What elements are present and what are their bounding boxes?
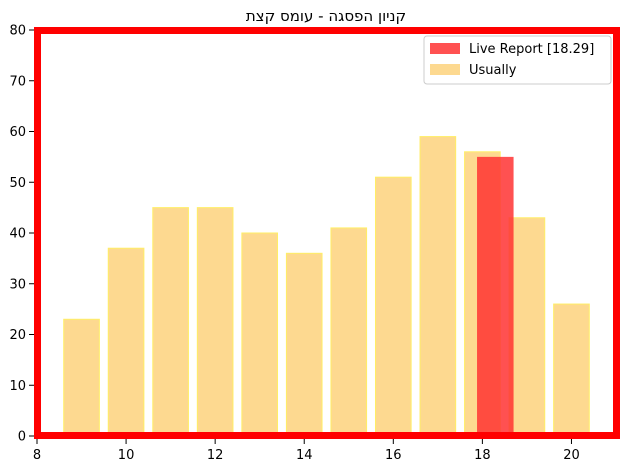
plot-frame — [34, 27, 620, 439]
chart-title: קניון הפסגה - עומס קצת — [246, 7, 406, 25]
x-tick-label-14: 14 — [296, 448, 313, 463]
x-tick-label-12: 12 — [207, 448, 224, 463]
legend-box — [423, 35, 612, 85]
y-tick-label-10: 10 — [9, 379, 26, 394]
x-tick-label-8: 8 — [33, 448, 41, 463]
bar-usually-16 — [374, 176, 412, 437]
bar-live-report — [477, 156, 514, 436]
axes: 8 10 12 14 16 18 20 0 10 20 30 40 50 60 70 80 — [9, 24, 579, 464]
bars — [63, 136, 590, 437]
legend-swatch-live-report — [430, 43, 460, 54]
bar-usually-17 — [419, 136, 457, 437]
x-tick-label-10: 10 — [118, 448, 135, 463]
y-tick-label-20: 20 — [9, 328, 26, 343]
y-tick-label-70: 70 — [9, 74, 26, 89]
y-tick-label-80: 80 — [9, 24, 26, 39]
x-tick-label-16: 16 — [385, 448, 402, 463]
bar-usually-12 — [196, 207, 234, 437]
bar-usually-20 — [553, 303, 590, 437]
legend: Live Report [18.29] Usually — [423, 35, 612, 85]
legend-label-usually: Usually — [469, 63, 517, 78]
bar-usually-19 — [508, 217, 546, 437]
y-tick-label-60: 60 — [9, 125, 26, 140]
bar-usually-14 — [285, 252, 323, 437]
legend-swatch-usually — [430, 64, 460, 75]
bar-usually-10 — [107, 247, 145, 437]
x-tick-label-20: 20 — [563, 448, 580, 463]
bar-usually-15 — [330, 227, 368, 437]
y-tick-label-40: 40 — [9, 227, 26, 242]
bar-usually-11 — [152, 207, 189, 437]
bar-usually-13 — [241, 232, 279, 437]
y-tick-label-50: 50 — [9, 176, 26, 191]
bar-usually-9 — [63, 318, 100, 437]
y-tick-label-0: 0 — [18, 430, 26, 445]
y-tick-label-30: 30 — [9, 277, 26, 292]
x-tick-label-18: 18 — [474, 448, 491, 463]
legend-label-live-report: Live Report [18.29] — [469, 42, 594, 57]
